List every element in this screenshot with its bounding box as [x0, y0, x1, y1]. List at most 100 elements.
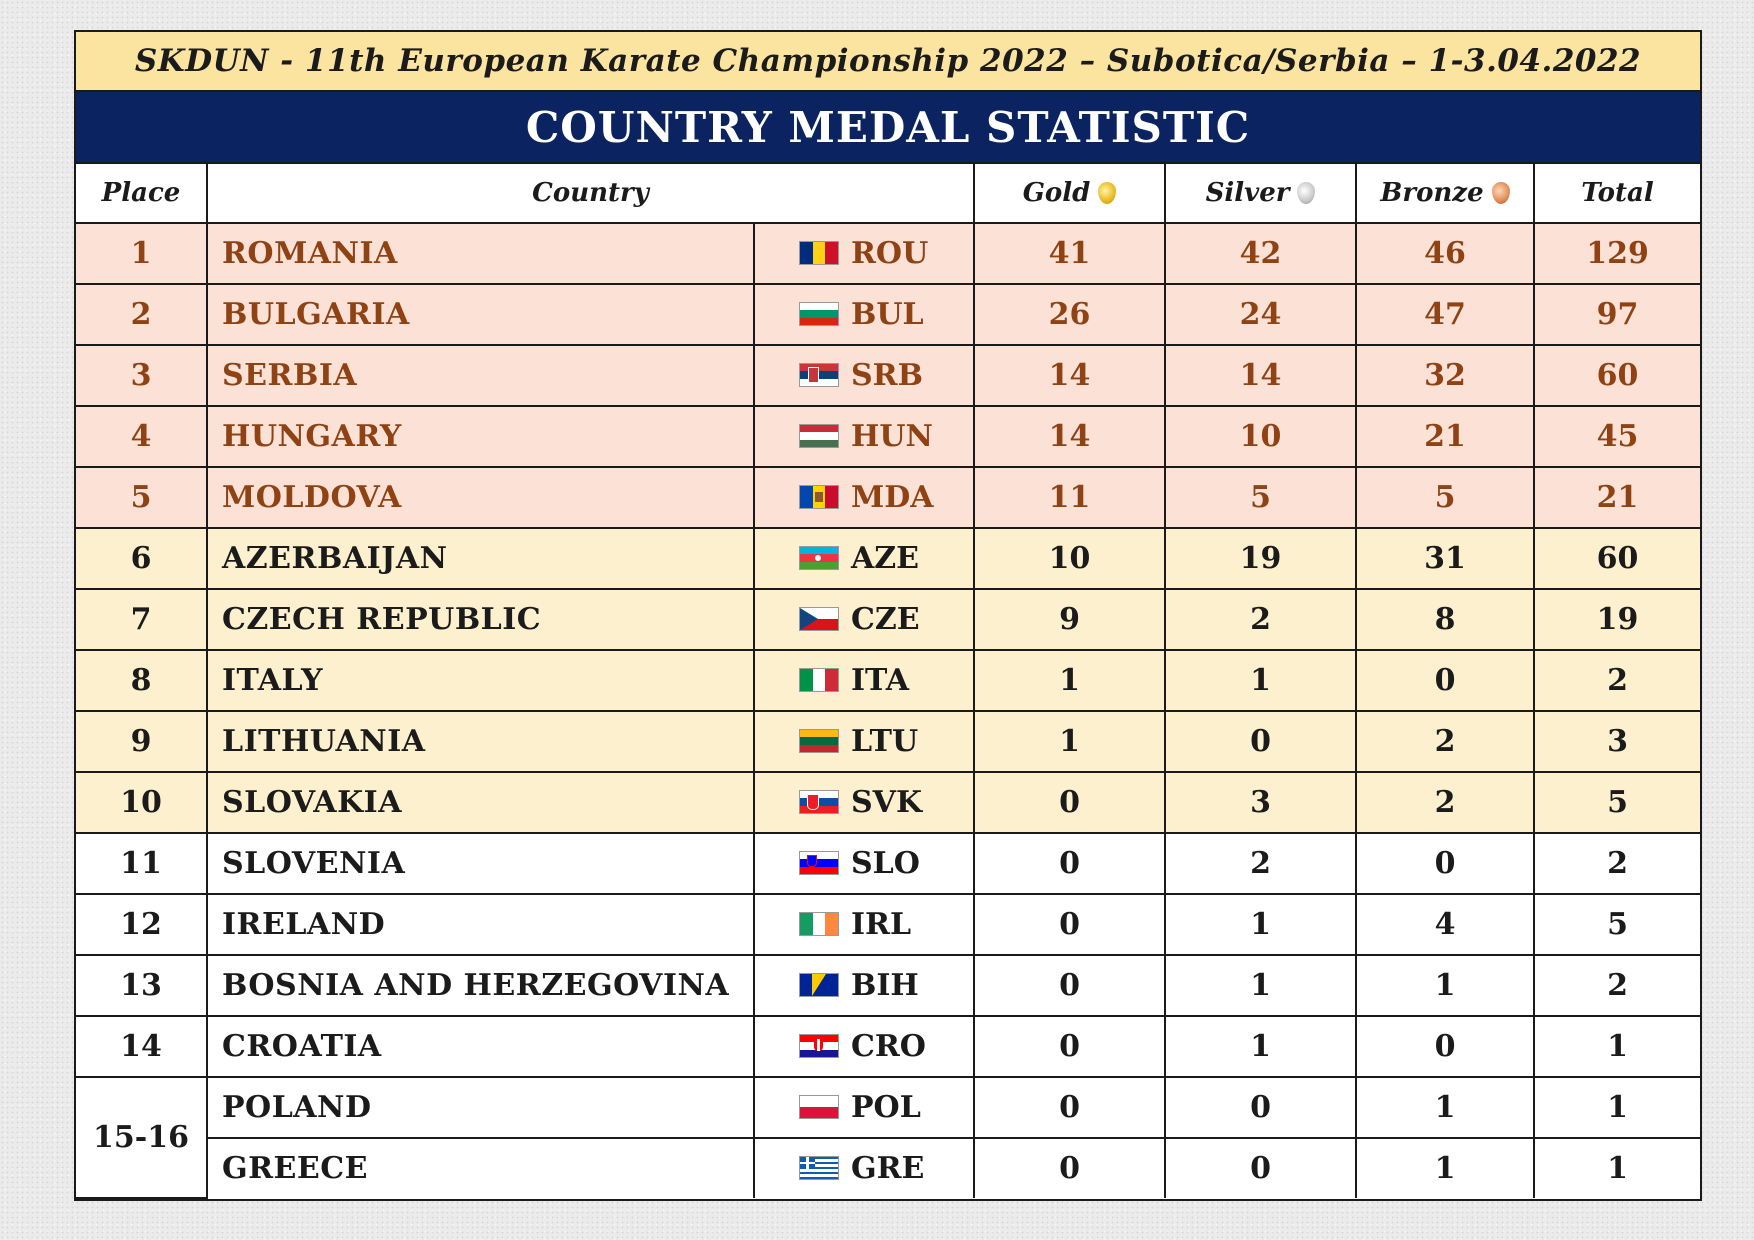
country-name-cell: SERBIA: [206, 344, 755, 407]
bronze-count-cell: 8: [1355, 588, 1536, 651]
country-code: SVK: [851, 785, 923, 820]
country-name-cell: GREECE: [207, 1137, 755, 1198]
place-cell: 4: [76, 405, 208, 468]
country-code-cell: BUL: [752, 283, 976, 346]
bronze-count-cell: 1: [1355, 1076, 1536, 1139]
table-row: 2 BULGARIA BUL 26 24 47 97: [76, 283, 1701, 346]
bronze-count-cell: 5: [1355, 466, 1536, 529]
country-name-cell: IRELAND: [206, 893, 755, 956]
place-cell: 14: [76, 1015, 208, 1078]
country-code-cell: LTU: [752, 710, 976, 773]
table-row: 15-16 POLAND POL 0 0 1 1: [76, 1076, 1701, 1199]
country-name-cell: BULGARIA: [206, 283, 755, 346]
country-code: MDA: [851, 480, 934, 515]
bronze-count-cell: 0: [1355, 832, 1536, 895]
gold-count-cell: 10: [973, 527, 1167, 590]
silver-count-cell: 1: [1164, 893, 1358, 956]
bulgaria-flag-icon: [799, 302, 839, 326]
country-code: BIH: [851, 968, 919, 1003]
place-cell: 7: [76, 588, 208, 651]
silver-count-cell: 0: [1164, 1137, 1358, 1198]
place-cell: 5: [76, 466, 208, 529]
silver-count-cell: 0: [1164, 1076, 1358, 1139]
table-row: 14 CROATIA CRO 0 1 0 1: [76, 1015, 1701, 1078]
total-count-cell: 5: [1533, 771, 1701, 834]
total-count-cell: 60: [1533, 344, 1701, 407]
silver-header-label: Silver: [1205, 178, 1290, 208]
country-name-cell: MOLDOVA: [206, 466, 755, 529]
total-count-cell: 45: [1533, 405, 1701, 468]
slovakia-flag-icon: [799, 790, 839, 814]
silver-header: Silver: [1164, 164, 1358, 224]
country-code: ITA: [851, 663, 909, 698]
country-code-cell: CRO: [752, 1015, 976, 1078]
country-name-cell: SLOVAKIA: [206, 771, 755, 834]
country-name-cell: BOSNIA AND HERZEGOVINA: [206, 954, 755, 1017]
gold-count-cell: 1: [973, 649, 1167, 712]
country-code-cell: SVK: [752, 771, 976, 834]
gold-count-cell: 0: [973, 1137, 1167, 1198]
country-code-cell: ITA: [752, 649, 976, 712]
country-code-cell: POL: [752, 1076, 976, 1139]
place-cell: 8: [76, 649, 208, 712]
bronze-header-label: Bronze: [1380, 178, 1484, 208]
country-code-cell: HUN: [752, 405, 976, 468]
italy-flag-icon: [799, 668, 839, 692]
total-header: Total: [1533, 164, 1701, 224]
total-count-cell: 3: [1533, 710, 1701, 773]
azerbaijan-flag-icon: [799, 546, 839, 570]
country-code: LTU: [851, 724, 919, 759]
country-code-cell: SRB: [752, 344, 976, 407]
country-name-cell: HUNGARY: [206, 405, 755, 468]
country-code: CZE: [851, 602, 920, 637]
bronze-count-cell: 46: [1355, 223, 1536, 285]
country-code-cell: IRL: [752, 893, 976, 956]
gold-count-cell: 1: [973, 710, 1167, 773]
place-cell: 10: [76, 771, 208, 834]
gold-header-label: Gold: [1022, 178, 1091, 208]
country-name-cell: LITHUANIA: [206, 710, 755, 773]
czech-flag-icon: [799, 607, 839, 631]
place-cell: 12: [76, 893, 208, 956]
medal-table: Place Country Gold Silver Bronze Total 1…: [76, 164, 1701, 1199]
bronze-count-cell: 1: [1355, 1137, 1536, 1198]
table-row: 10 SLOVAKIA SVK 0 3 2 5: [76, 771, 1701, 834]
country-code-cell: CZE: [752, 588, 976, 651]
bosnia-flag-icon: [799, 973, 839, 997]
table-row: 6 AZERBAIJAN AZE 10 19 31 60: [76, 527, 1701, 590]
country-code: SRB: [851, 358, 923, 393]
gold-count-cell: 0: [973, 954, 1167, 1017]
gold-count-cell: 14: [973, 344, 1167, 407]
silver-count-cell: 1: [1164, 954, 1358, 1017]
table-row: 9 LITHUANIA LTU 1 0 2 3: [76, 710, 1701, 773]
poland-flag-icon: [799, 1095, 839, 1119]
total-count-cell: 1: [1533, 1137, 1701, 1198]
gold-count-cell: 0: [973, 1076, 1167, 1139]
total-count-cell: 2: [1533, 954, 1701, 1017]
silver-count-cell: 10: [1164, 405, 1358, 468]
table-row: 7 CZECH REPUBLIC CZE 9 2 8 19: [76, 588, 1701, 651]
silver-count-cell: 1: [1164, 1015, 1358, 1078]
croatia-flag-icon: [799, 1034, 839, 1058]
country-code-cell: SLO: [752, 832, 976, 895]
table-row: 8 ITALY ITA 1 1 0 2: [76, 649, 1701, 712]
silver-count-cell: 42: [1164, 223, 1358, 285]
silver-count-cell: 0: [1164, 710, 1358, 773]
gold-count-cell: 26: [973, 283, 1167, 346]
table-row: 11 SLOVENIA SLO 0 2 0 2: [76, 832, 1701, 895]
place-header: Place: [76, 164, 208, 224]
total-count-cell: 5: [1533, 893, 1701, 956]
country-code: HUN: [851, 419, 933, 454]
bronze-count-cell: 2: [1355, 771, 1536, 834]
medal-table-sheet: SKDUN - 11th European Karate Championshi…: [74, 30, 1702, 1201]
country-name-cell: ROMANIA: [206, 223, 755, 285]
total-count-cell: 2: [1533, 832, 1701, 895]
total-count-cell: 97: [1533, 283, 1701, 346]
bronze-count-cell: 4: [1355, 893, 1536, 956]
silver-count-cell: 2: [1164, 588, 1358, 651]
country-name-cell: CROATIA: [206, 1015, 755, 1078]
gold-count-cell: 41: [973, 223, 1167, 285]
country-code-cell: BIH: [752, 954, 976, 1017]
bronze-count-cell: 32: [1355, 344, 1536, 407]
country-code: SLO: [851, 846, 920, 881]
